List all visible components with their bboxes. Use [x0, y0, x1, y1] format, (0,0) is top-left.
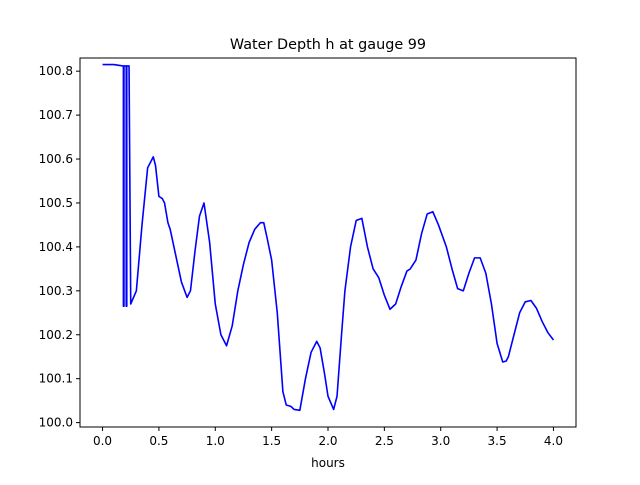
x-tick-label: 2.0: [318, 434, 337, 448]
x-tick-label: 0.0: [93, 434, 112, 448]
x-axis: 0.0 0.5 1.0 1.5 2.0 2.5 3.0 3.5 4.0: [93, 427, 563, 448]
x-tick-label: 2.5: [375, 434, 394, 448]
x-tick-label: 3.0: [431, 434, 450, 448]
y-tick-label: 100.4: [39, 240, 73, 254]
chart-title: Water Depth h at gauge 99: [230, 37, 426, 53]
x-tick-label: 1.5: [262, 434, 281, 448]
series-group: [102, 63, 555, 412]
y-tick-label: 100.5: [39, 196, 73, 210]
plot-area: 0.0 0.5 1.0 1.5 2.0 2.5 3.0 3.5 4.0 100.0100.110…: [39, 57, 577, 448]
series-line-0: [102, 63, 555, 412]
x-tick-label: 3.5: [488, 434, 507, 448]
y-tick-label: 100.1: [39, 372, 73, 386]
x-tick-label: 0.5: [149, 434, 168, 448]
y-tick-label: 100.3: [39, 284, 73, 298]
y-tick-label: 100.6: [39, 152, 73, 166]
x-axis-label: hours: [311, 456, 345, 470]
x-tick-label: 4.0: [544, 434, 563, 448]
y-tick-label: 100.7: [39, 108, 73, 122]
y-axis: 100.0 100.1 100.2 100.3 100.4 100.5 100.6 100.7…: [39, 64, 80, 430]
y-tick-label: 100.8: [39, 64, 73, 78]
y-tick-label: 100.0: [39, 416, 73, 430]
x-tick-label: 1.0: [206, 434, 225, 448]
y-tick-label: 100.2: [39, 328, 73, 342]
